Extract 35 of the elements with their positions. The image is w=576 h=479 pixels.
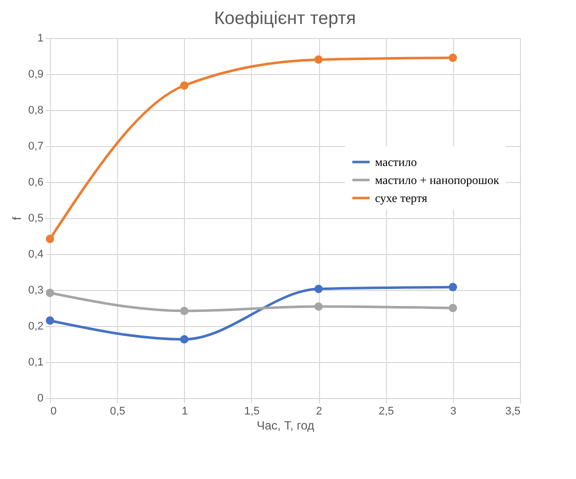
y-axis-title: f xyxy=(10,216,24,220)
x-tick-label: 3,5 xyxy=(505,406,520,418)
chart-title: Коефіцієнт тертя xyxy=(214,8,356,28)
point xyxy=(448,304,458,312)
legend-label: мастило xyxy=(375,155,417,169)
point xyxy=(448,282,458,292)
x-tick-label: 0 xyxy=(50,406,57,418)
x-tick-label: 2 xyxy=(316,406,322,418)
y-tick-label: 0,8 xyxy=(28,104,44,116)
point xyxy=(180,306,188,316)
x-tick-label: 2,5 xyxy=(378,406,394,418)
y-tick-label: 0,1 xyxy=(28,356,44,368)
x-tick-label: 1 xyxy=(182,406,188,418)
y-tick-label: 0,2 xyxy=(28,320,44,332)
y-tick-label: 0,9 xyxy=(28,68,44,80)
y-tick-label: 0,4 xyxy=(28,248,44,260)
point xyxy=(180,81,188,90)
y-tick-label: 0,6 xyxy=(28,176,44,188)
x-axis-title: Час, Т, год xyxy=(256,418,314,432)
point xyxy=(314,284,323,294)
y-tick-label: 1 xyxy=(37,32,44,44)
point xyxy=(314,55,323,64)
x-tick-label: 0,5 xyxy=(110,406,126,418)
x-tick-label: 3 xyxy=(450,406,456,418)
y-tick-label: 0,7 xyxy=(28,140,44,152)
point xyxy=(46,234,54,244)
legend-label: сухе тертя xyxy=(375,191,428,205)
y-tick-label: 0,3 xyxy=(28,284,44,296)
point xyxy=(448,54,458,62)
legend-label: мастило + нанопорошок xyxy=(375,173,500,187)
point xyxy=(314,302,323,311)
x-tick-label: 1,5 xyxy=(244,406,260,418)
y-tick-label: 0,5 xyxy=(28,212,44,224)
point xyxy=(180,335,188,344)
y-tick-label: 0 xyxy=(37,392,44,404)
